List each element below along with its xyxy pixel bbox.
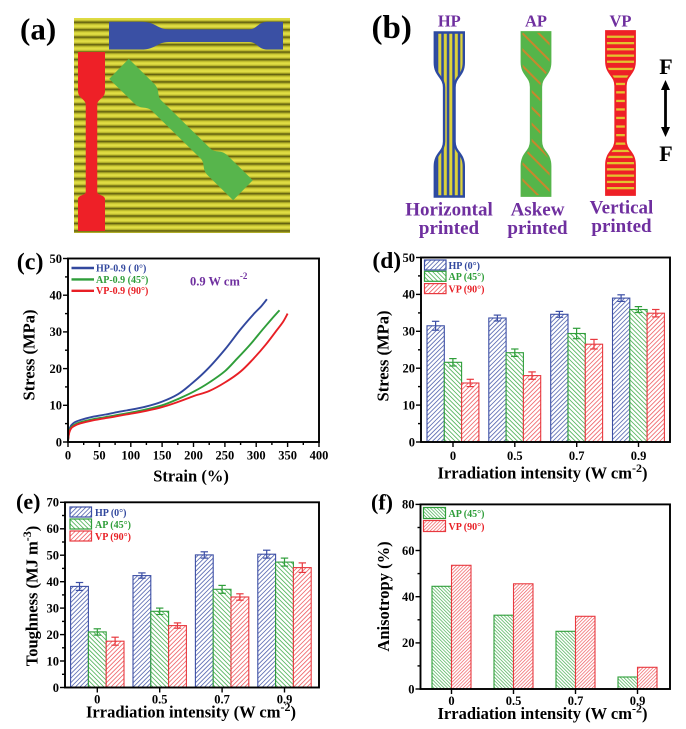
svg-text:20: 20 <box>403 362 416 376</box>
svg-text:AP-0.9 (45°): AP-0.9 (45°) <box>96 275 148 286</box>
svg-text:Vertical: Vertical <box>590 198 654 219</box>
svg-text:(e): (e) <box>16 489 40 514</box>
svg-text:(f): (f) <box>371 489 393 514</box>
svg-text:350: 350 <box>278 449 297 463</box>
svg-text:200: 200 <box>184 449 203 463</box>
svg-text:10: 10 <box>50 399 63 413</box>
svg-text:Stress (MPa): Stress (MPa) <box>374 311 393 402</box>
svg-text:F: F <box>659 141 672 166</box>
svg-text:printed: printed <box>507 218 568 239</box>
svg-text:VP (90°): VP (90°) <box>449 284 485 295</box>
svg-text:0.7: 0.7 <box>568 694 584 708</box>
svg-text:0.9: 0.9 <box>277 693 293 707</box>
svg-text:0.9: 0.9 <box>630 694 646 708</box>
svg-text:0: 0 <box>94 693 100 707</box>
svg-text:30: 30 <box>50 325 63 339</box>
svg-text:(b): (b) <box>372 10 412 46</box>
svg-text:AP (45°): AP (45°) <box>449 509 485 520</box>
svg-text:20: 20 <box>50 362 63 376</box>
svg-text:(d): (d) <box>372 248 401 274</box>
svg-text:Irradiation intensity (W cm-2): Irradiation intensity (W cm-2) <box>438 461 648 483</box>
svg-text:Askew: Askew <box>511 200 565 221</box>
svg-text:0.5: 0.5 <box>506 694 522 708</box>
svg-text:60: 60 <box>47 522 60 536</box>
svg-text:20: 20 <box>402 636 415 650</box>
svg-text:0.5: 0.5 <box>152 693 168 707</box>
svg-text:0: 0 <box>450 449 456 463</box>
svg-text:HP: HP <box>438 12 461 31</box>
svg-text:(c): (c) <box>17 250 44 276</box>
svg-text:80: 80 <box>402 498 415 512</box>
svg-text:40: 40 <box>50 289 63 303</box>
svg-text:VP: VP <box>610 12 632 31</box>
svg-text:40: 40 <box>402 590 415 604</box>
svg-text:0.9 W cm-2: 0.9 W cm-2 <box>190 271 248 289</box>
svg-text:20: 20 <box>47 628 60 642</box>
svg-text:Irradiation intensity (W cm-2): Irradiation intensity (W cm-2) <box>86 700 296 722</box>
svg-text:50: 50 <box>50 252 63 266</box>
svg-text:Toughness (MJ m-3): Toughness (MJ m-3) <box>20 526 42 667</box>
svg-text:150: 150 <box>153 449 172 463</box>
svg-text:10: 10 <box>47 654 60 668</box>
svg-text:0: 0 <box>448 694 454 708</box>
svg-text:VP-0.9 (90°): VP-0.9 (90°) <box>96 286 148 297</box>
svg-text:250: 250 <box>216 449 235 463</box>
svg-text:0.9: 0.9 <box>631 449 647 463</box>
svg-text:300: 300 <box>247 449 266 463</box>
svg-text:70: 70 <box>47 496 60 510</box>
svg-text:0: 0 <box>53 681 59 695</box>
svg-text:0.5: 0.5 <box>507 449 523 463</box>
svg-text:printed: printed <box>419 218 480 239</box>
svg-text:0.7: 0.7 <box>569 449 585 463</box>
svg-text:AP (45°): AP (45°) <box>95 520 131 531</box>
svg-text:HP (0°): HP (0°) <box>449 261 481 272</box>
svg-text:printed: printed <box>591 216 652 237</box>
svg-text:100: 100 <box>121 449 140 463</box>
svg-text:VP (90°): VP (90°) <box>449 522 485 533</box>
svg-text:HP-0.9 ( 0°): HP-0.9 ( 0°) <box>96 263 146 274</box>
svg-text:400: 400 <box>310 449 329 463</box>
svg-text:Anisotropy (%): Anisotropy (%) <box>374 541 393 651</box>
svg-text:Stress (MPa): Stress (MPa) <box>20 310 39 401</box>
svg-text:30: 30 <box>47 601 60 615</box>
svg-text:0: 0 <box>65 449 71 463</box>
svg-text:40: 40 <box>403 288 416 302</box>
svg-text:0.7: 0.7 <box>214 693 230 707</box>
svg-text:F: F <box>659 54 672 79</box>
svg-text:(a): (a) <box>20 11 56 46</box>
svg-text:HP (0°): HP (0°) <box>95 508 127 519</box>
svg-text:AP (45°): AP (45°) <box>449 272 485 283</box>
svg-text:AP: AP <box>525 12 547 31</box>
svg-text:0: 0 <box>408 682 414 696</box>
svg-text:50: 50 <box>93 449 106 463</box>
svg-text:VP (90°): VP (90°) <box>95 532 131 543</box>
svg-text:40: 40 <box>47 575 60 589</box>
svg-text:Irradiation intensity (W cm-2): Irradiation intensity (W cm-2) <box>438 702 648 724</box>
svg-text:Horizontal: Horizontal <box>405 200 493 221</box>
svg-text:Strain (%): Strain (%) <box>153 467 229 486</box>
svg-text:50: 50 <box>47 549 60 563</box>
svg-text:60: 60 <box>402 544 415 558</box>
svg-text:30: 30 <box>403 325 416 339</box>
svg-text:10: 10 <box>403 398 416 412</box>
svg-text:50: 50 <box>403 251 416 265</box>
svg-text:0: 0 <box>56 435 62 449</box>
svg-text:0: 0 <box>409 435 415 449</box>
